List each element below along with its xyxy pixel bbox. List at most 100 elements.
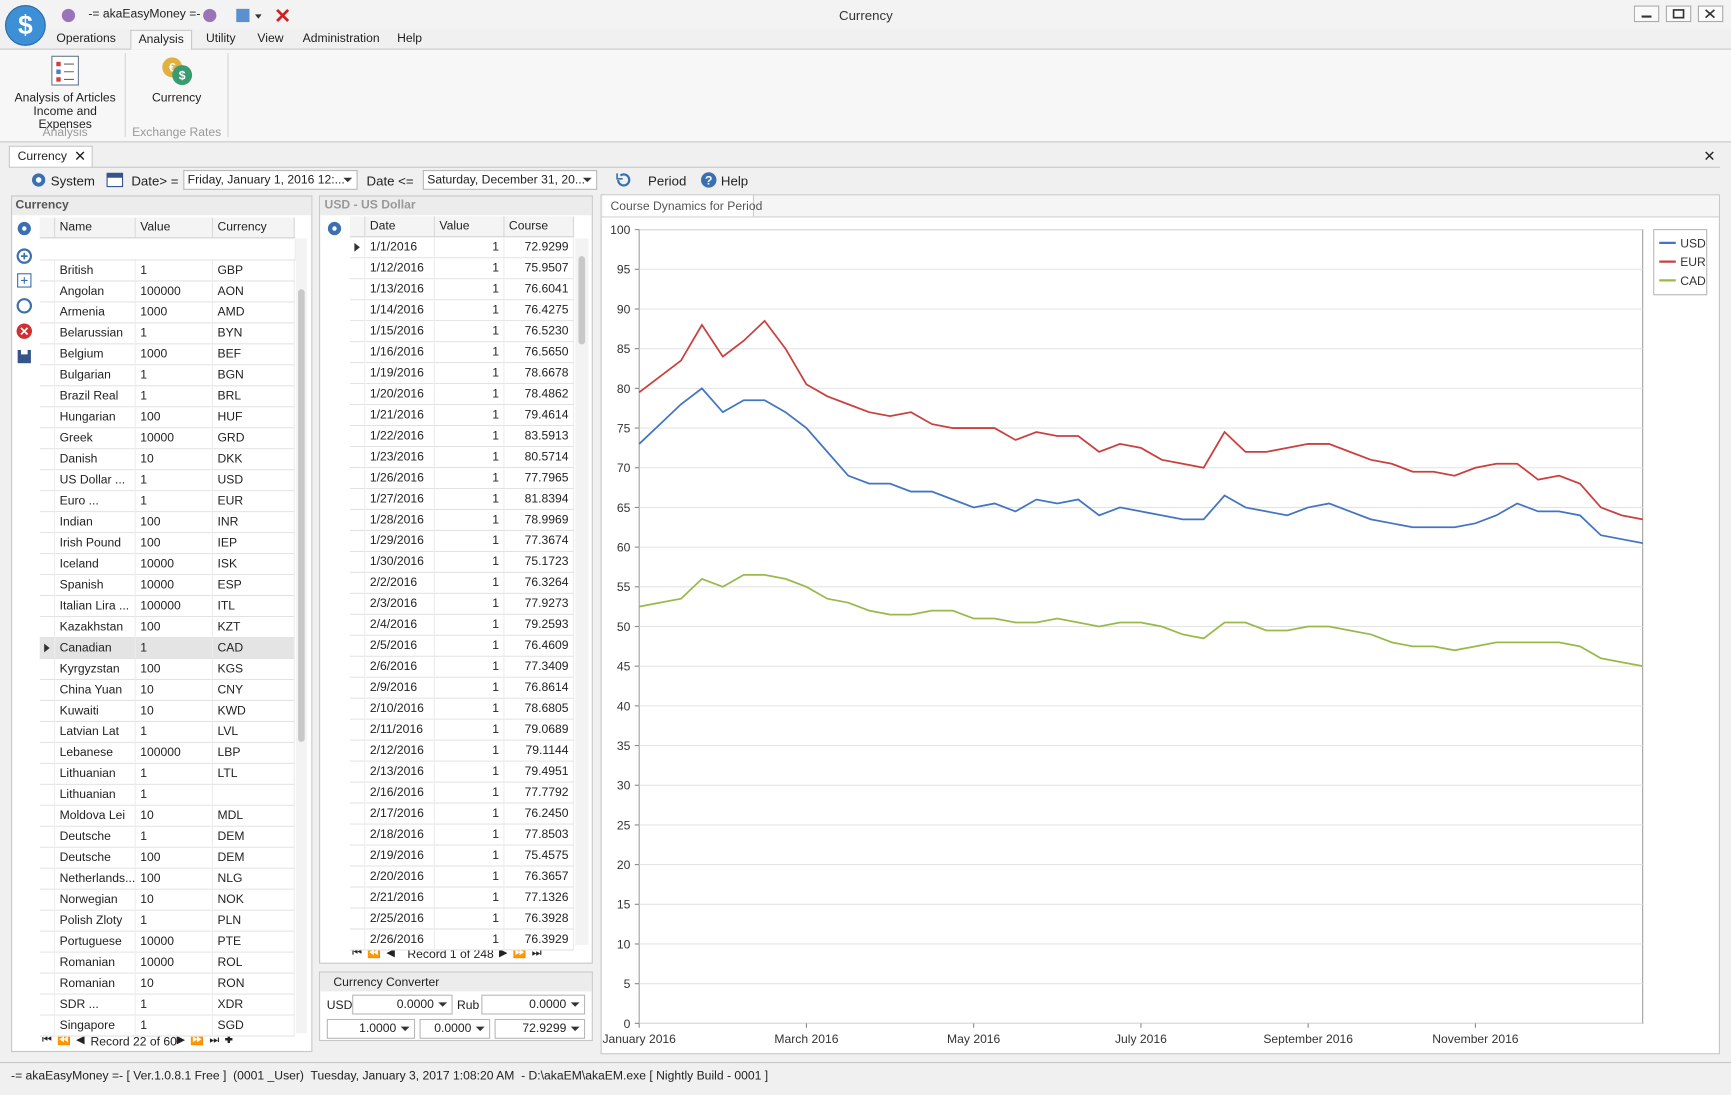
grid-cell[interactable]: 1 xyxy=(135,784,214,806)
grid-cell[interactable]: ROL xyxy=(213,952,295,974)
grid-cell[interactable]: 1 xyxy=(434,426,505,448)
column-header[interactable]: Value xyxy=(434,216,505,238)
grid-cell[interactable]: 1/15/2016 xyxy=(365,321,435,343)
grid-cell[interactable]: ESP xyxy=(213,575,295,597)
grid-cell[interactable]: 77.1326 xyxy=(504,887,575,909)
grid-cell[interactable]: 77.3409 xyxy=(504,656,575,678)
grid-cell[interactable]: BYN xyxy=(213,323,295,345)
grid-cell[interactable]: 1/19/2016 xyxy=(365,363,435,385)
ribbon-tab[interactable]: View xyxy=(257,32,284,46)
grid-cell[interactable]: 1 xyxy=(434,530,505,552)
grid-cell[interactable]: 1/27/2016 xyxy=(365,489,435,511)
grid-cell[interactable]: 1/13/2016 xyxy=(365,279,435,301)
grid-cell[interactable]: 78.4862 xyxy=(504,384,575,406)
column-header[interactable]: Name xyxy=(55,217,136,239)
grid-cell[interactable]: 1 xyxy=(434,740,505,762)
grid-cell[interactable]: 1 xyxy=(434,887,505,909)
grid-cell[interactable]: 77.7965 xyxy=(504,468,575,490)
grid-cell[interactable]: 2/21/2016 xyxy=(365,887,435,909)
grid-cell[interactable]: 1/28/2016 xyxy=(365,510,435,531)
grid-cell[interactable]: 1 xyxy=(434,363,505,385)
grid-cell[interactable]: DKK xyxy=(213,449,295,471)
grid-cell[interactable]: 75.1723 xyxy=(504,551,575,573)
grid-cell[interactable]: 10 xyxy=(135,680,214,702)
grid-cell[interactable]: 76.5650 xyxy=(504,342,575,364)
grid-cell[interactable]: ITL xyxy=(213,596,295,618)
grid-cell[interactable]: NOK xyxy=(213,889,295,911)
close-all[interactable]: ✕ xyxy=(1703,147,1716,165)
grid-cell[interactable]: INR xyxy=(213,512,295,534)
grid-cell[interactable]: 76.4275 xyxy=(504,300,575,322)
grid-cell[interactable]: 1 xyxy=(434,237,505,259)
grid-cell[interactable]: China Yuan ... xyxy=(55,680,136,702)
grid-cell[interactable]: 77.8503 xyxy=(504,824,575,846)
grid-cell[interactable]: NLG xyxy=(213,868,295,890)
grid-cell[interactable]: Lithuanian t... xyxy=(55,784,136,806)
grid-cell[interactable]: 76.3657 xyxy=(504,866,575,888)
grid-cell[interactable]: 1 xyxy=(135,365,214,387)
grid-cell[interactable]: Belarussian ... xyxy=(55,323,136,345)
grid-cell[interactable]: 1 xyxy=(434,593,505,615)
grid-cell[interactable]: 77.9273 xyxy=(504,593,575,615)
column-header[interactable]: Course xyxy=(504,216,575,238)
grid-cell[interactable]: 2/6/2016 xyxy=(365,656,435,678)
grid-cell[interactable]: CAD xyxy=(213,638,295,660)
column-header[interactable]: Value xyxy=(135,217,214,239)
grid-cell[interactable]: 1 xyxy=(434,656,505,678)
grid-cell[interactable]: DEM xyxy=(213,826,295,848)
grid-cell[interactable]: 1 xyxy=(434,908,505,930)
grid-cell[interactable]: PLN xyxy=(213,910,295,932)
chart-tab[interactable] xyxy=(602,195,754,217)
grid-cell[interactable]: Euro ... xyxy=(55,491,136,513)
grid-cell[interactable]: 1 xyxy=(135,491,214,513)
grid-cell[interactable]: 1 xyxy=(434,929,505,951)
grid-cell[interactable]: 10 xyxy=(135,701,214,722)
nav-buttons[interactable]: ▶ ⏩ ⏭ ✚ xyxy=(176,1034,235,1047)
grid-cell[interactable]: 1/16/2016 xyxy=(365,342,435,364)
grid-cell[interactable]: Lebanese P... xyxy=(55,742,136,764)
grid-cell[interactable]: 10000 xyxy=(135,554,214,576)
grid-cell[interactable]: 1 xyxy=(135,721,214,743)
grid-cell[interactable]: LVL xyxy=(213,721,295,743)
grid-cell[interactable]: SGD xyxy=(213,1015,295,1037)
grid-cell[interactable]: 1 xyxy=(434,677,505,699)
grid-cell[interactable]: 75.9507 xyxy=(504,258,575,280)
grid-cell[interactable]: 2/25/2016 xyxy=(365,908,435,930)
grid-cell[interactable]: 79.1144 xyxy=(504,740,575,762)
side-toolbar[interactable] xyxy=(322,216,346,240)
grid-cell[interactable]: 2/26/2016 xyxy=(365,929,435,951)
document-tab[interactable] xyxy=(8,145,93,168)
grid-cell[interactable]: 1 xyxy=(135,994,214,1016)
grid-cell[interactable]: 10000 xyxy=(135,952,214,974)
grid-cell[interactable]: 1 xyxy=(434,300,505,322)
grid-cell[interactable]: Lithuanian Li... xyxy=(55,763,136,785)
grid-cell[interactable]: 10000 xyxy=(135,428,214,450)
scroll-thumb[interactable] xyxy=(578,256,586,345)
grid-cell[interactable]: 10 xyxy=(135,973,214,995)
grid-cell[interactable]: 1 xyxy=(434,510,505,531)
grid-cell[interactable]: Bulgarian le... xyxy=(55,365,136,387)
grid-cell[interactable]: 1 xyxy=(434,698,505,720)
grid-cell[interactable]: SDR ... xyxy=(55,994,136,1016)
grid-cell[interactable]: Iceland Kro... xyxy=(55,554,136,576)
grid-cell[interactable]: 2/4/2016 xyxy=(365,614,435,636)
grid-cell[interactable]: 1 xyxy=(135,1015,214,1037)
grid-cell[interactable]: BRL xyxy=(213,386,295,408)
grid-cell[interactable]: 10 xyxy=(135,889,214,911)
grid-cell[interactable]: 2/10/2016 xyxy=(365,698,435,720)
grid-cell[interactable]: DEM xyxy=(213,847,295,869)
grid-cell[interactable]: 2/12/2016 xyxy=(365,740,435,762)
grid-cell[interactable]: 2/18/2016 xyxy=(365,824,435,846)
grid-cell[interactable]: LBP xyxy=(213,742,295,764)
grid-cell[interactable]: 76.3928 xyxy=(504,908,575,930)
grid-cell[interactable]: Hungarian F... xyxy=(55,407,136,429)
grid-cell[interactable]: Belgium Fra... xyxy=(55,344,136,366)
grid-cell[interactable]: 100 xyxy=(135,407,214,429)
grid-cell[interactable]: IEP xyxy=(213,533,295,555)
ribbon-tab[interactable]: Utility xyxy=(205,32,236,46)
grid-cell[interactable]: 78.9969 xyxy=(504,510,575,531)
grid-cell[interactable]: Polish Zloty ... xyxy=(55,910,136,932)
grid-cell[interactable]: Canadian D... xyxy=(55,638,136,660)
grid-cell[interactable]: 2/2/2016 xyxy=(365,572,435,594)
grid-cell[interactable]: 100 xyxy=(135,847,214,869)
